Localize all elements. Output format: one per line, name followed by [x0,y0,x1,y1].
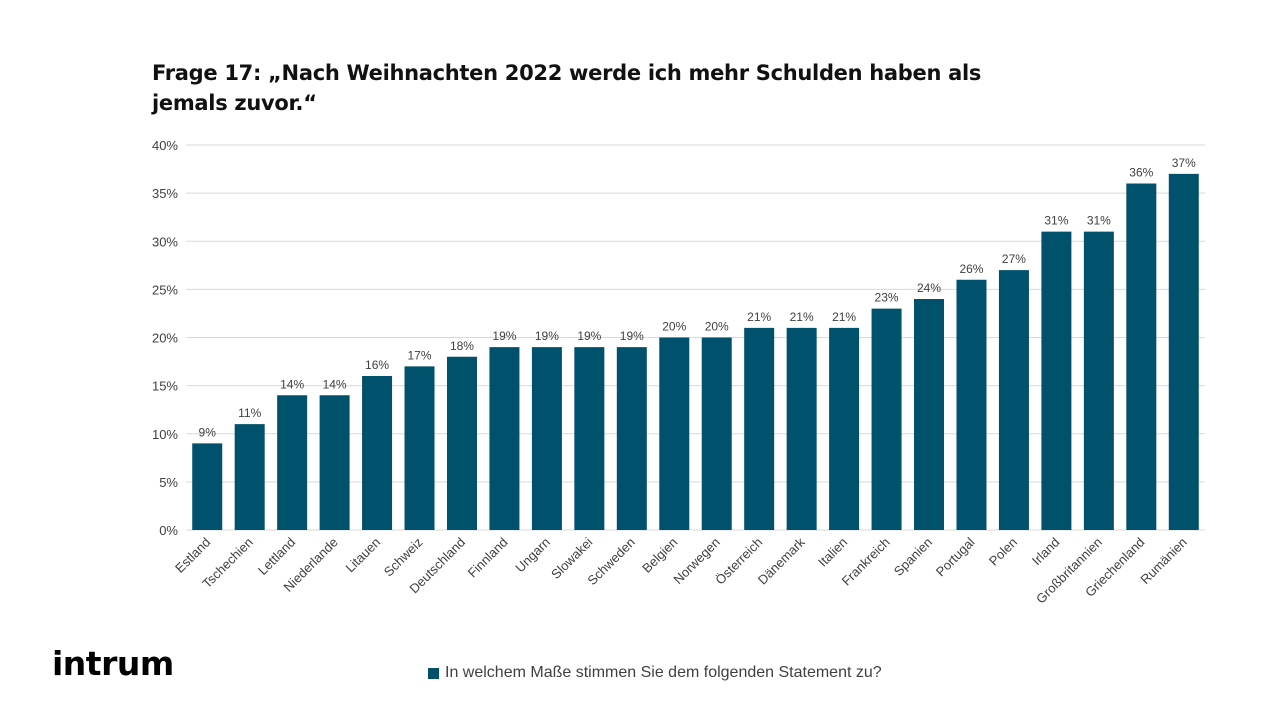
chart-title: Frage 17: „Nach Weihnachten 2022 werde i… [152,61,982,115]
x-tick-label: Lettland [255,535,298,578]
data-label: 18% [450,339,474,353]
data-label: 20% [705,320,729,334]
bar [192,443,223,530]
bar [362,376,393,530]
bar [829,327,860,530]
x-tick-label: Finnland [465,535,511,581]
bar [574,347,605,530]
bar [616,347,647,530]
x-tick-label: Litauen [342,535,383,576]
data-label: 31% [1087,214,1111,228]
intrum-logo: intrum [52,644,174,683]
chart-legend: In welchem Maße stimmen Sie dem folgende… [428,664,882,682]
data-label: 21% [832,310,856,324]
legend-swatch [428,667,439,679]
x-tick-label: Estland [172,535,213,576]
data-label: 19% [577,329,601,343]
bar [404,366,435,530]
y-tick-label: 20% [152,331,178,346]
x-tick-label: Belgien [639,535,680,576]
x-tick-label: Italien [815,535,850,570]
data-label: 19% [620,329,644,343]
data-label: 17% [408,348,432,362]
data-label: 14% [280,377,304,391]
y-tick-label: 25% [152,282,178,297]
y-tick-label: 15% [152,379,178,394]
x-tick-label: Dänemark [755,534,808,587]
data-label: 31% [1044,214,1068,228]
y-tick-label: 35% [152,186,178,201]
bar [786,327,817,530]
data-label: 36% [1129,166,1153,180]
x-tick-label: Spanien [891,535,935,579]
bar [914,299,945,530]
data-label: 21% [790,310,814,324]
data-label: 26% [959,262,983,276]
bar [446,356,477,530]
data-label: 21% [747,310,771,324]
bar [234,424,265,530]
data-label: 27% [1002,252,1026,266]
bar [659,337,690,530]
bar [1083,231,1114,530]
data-label: 16% [365,358,389,372]
bar [277,395,308,530]
x-tick-label: Portugal [933,534,978,579]
data-label: 14% [323,377,347,391]
data-label: 19% [535,329,559,343]
bar [956,279,987,530]
bar [998,270,1029,530]
bar [1041,231,1072,530]
bar [744,327,775,530]
legend-label: In welchem Maße stimmen Sie dem folgende… [445,664,882,681]
data-label: 11% [238,406,261,420]
data-label: 24% [917,281,941,295]
data-label: 20% [662,320,686,334]
data-label: 37% [1172,156,1196,170]
data-label: 9% [199,425,217,439]
bar [1168,173,1199,530]
data-label: 23% [875,291,899,305]
y-tick-label: 30% [152,234,178,249]
bar [489,347,520,530]
x-tick-label: Polen [986,535,1020,569]
y-tick-label: 5% [159,475,178,490]
data-label: 19% [492,329,516,343]
x-tick-label: Ungarn [512,535,553,576]
y-tick-label: 10% [152,427,178,442]
bar [319,395,350,530]
bar [871,308,902,530]
bar [1126,183,1157,530]
bar [701,337,732,530]
x-tick-label: Irland [1029,535,1063,569]
x-tick-label: Rumänien [1137,535,1190,588]
bar [531,347,562,530]
y-tick-label: 40% [152,138,178,153]
y-tick-label: 0% [159,523,178,538]
